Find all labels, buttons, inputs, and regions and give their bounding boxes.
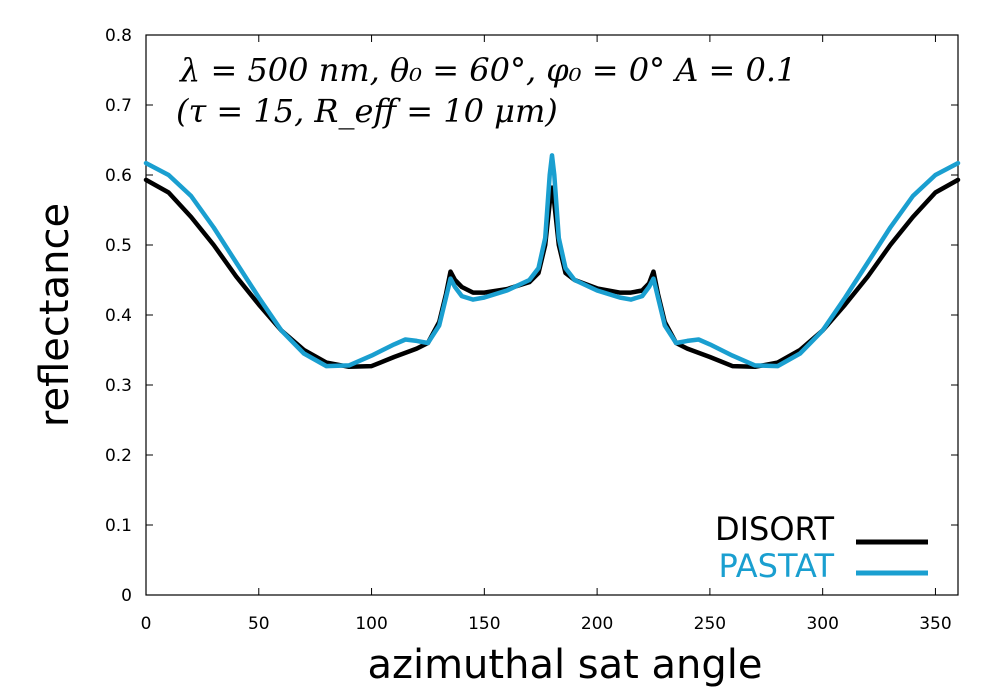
y-tick-label: 0.3: [105, 376, 132, 396]
x-tick-label: 50: [248, 614, 270, 634]
legend: DISORT PASTAT: [715, 510, 928, 585]
x-tick-label: 0: [141, 614, 152, 634]
annotation-line-2: (τ = 15, R_eff = 10 μm): [176, 92, 558, 130]
y-axis-title: reflectance: [32, 203, 78, 427]
series-line-pastat: [143, 153, 961, 369]
y-tick-label: 0.4: [105, 306, 132, 326]
x-tick-label: 250: [694, 614, 726, 634]
y-tick-label: 0.2: [105, 446, 132, 466]
x-tick-label: 100: [355, 614, 387, 634]
x-tick-label: 300: [806, 614, 838, 634]
x-tick-label: 350: [919, 614, 951, 634]
x-tick-label: 150: [468, 614, 500, 634]
axis-ticks: 0 50 100 150 200 250 300 350 0 0.1 0.2 0.3 0.4 0.5 0.6…: [105, 26, 958, 634]
x-axis-title: azimuthal sat angle: [367, 642, 762, 688]
y-tick-label: 0: [121, 586, 132, 606]
legend-label-disort: DISORT: [715, 510, 834, 548]
x-tick-label: 200: [581, 614, 613, 634]
legend-label-pastat: PASTAT: [719, 547, 835, 585]
y-tick-label: 0.5: [105, 236, 132, 256]
y-tick-label: 0.1: [105, 516, 132, 536]
series-layer: [143, 153, 961, 370]
annotation-line-1: λ = 500 nm, θ₀ = 60°, φ₀ = 0° A = 0.1: [178, 51, 796, 89]
y-tick-label: 0.6: [105, 166, 132, 186]
y-tick-label: 0.8: [105, 26, 132, 46]
y-tick-label: 0.7: [105, 96, 132, 116]
series-line-disort: [143, 177, 961, 370]
